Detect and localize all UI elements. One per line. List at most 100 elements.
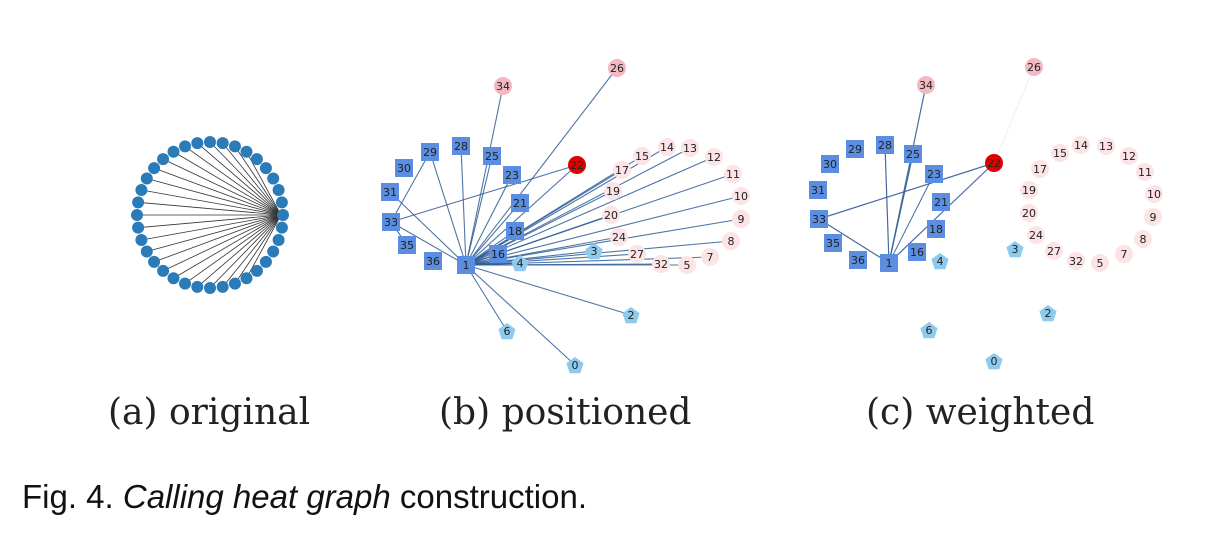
panel-c-node-4: 4 xyxy=(931,253,949,270)
panel-b-node-3: 3 xyxy=(585,243,603,260)
panel-a-node xyxy=(275,221,288,234)
panel-c-node-label: 12 xyxy=(1122,150,1136,163)
panel-b-node-6: 6 xyxy=(498,323,516,340)
panel-b-node-label: 24 xyxy=(612,231,626,244)
panel-a-edge xyxy=(197,214,282,288)
panel-c-node-label: 15 xyxy=(1053,147,1067,160)
panel-b-node-28: 28 xyxy=(452,137,470,155)
panel-c-node-8: 8 xyxy=(1134,230,1152,248)
panel-b-node-label: 3 xyxy=(591,245,598,258)
panel-b-node-label: 30 xyxy=(397,162,411,175)
panel-c-node-label: 23 xyxy=(927,168,941,181)
panel-b-node-label: 22 xyxy=(570,159,584,172)
panel-a-node xyxy=(240,145,253,158)
panel-b-node-label: 34 xyxy=(496,80,510,93)
edge-1-26 xyxy=(465,67,618,266)
panel-b-node-label: 17 xyxy=(615,164,629,177)
panel-b-node-label: 14 xyxy=(660,141,674,154)
panel-a-node xyxy=(167,272,180,285)
panel-c-node-label: 4 xyxy=(937,255,944,268)
panel-b-node-2: 2 xyxy=(622,307,640,324)
panel-a-edge xyxy=(141,214,282,241)
panel-c-node-label: 22 xyxy=(987,157,1001,170)
panel-c-node-16: 16 xyxy=(908,243,926,261)
panel-b-node-label: 28 xyxy=(454,140,468,153)
panel-c-node-14: 14 xyxy=(1072,136,1090,154)
panel-c-node-13: 13 xyxy=(1097,137,1115,155)
panel-a-edge xyxy=(138,201,282,216)
panel-c-node-35: 35 xyxy=(824,234,842,252)
panel-a-edge xyxy=(146,214,282,252)
edge-1-27 xyxy=(465,251,638,266)
panel-b-node-label: 20 xyxy=(604,209,618,222)
panel-b-node-label: 6 xyxy=(504,325,511,338)
panel-b-node-label: 35 xyxy=(400,239,414,252)
panel-b-node-15: 15 xyxy=(633,147,651,165)
panel-c-node-21: 21 xyxy=(932,193,950,211)
subcaption-c: (c) weighted xyxy=(866,392,1095,433)
panel-c-node-label: 24 xyxy=(1029,229,1043,242)
panel-c-node-17: 17 xyxy=(1031,160,1049,178)
panel-c-node-label: 10 xyxy=(1147,188,1161,201)
panel-b-node-25: 25 xyxy=(483,147,501,165)
panel-b-node-label: 31 xyxy=(383,186,397,199)
panel-b-node-0: 0 xyxy=(566,357,584,374)
panel-c-node-22: 22 xyxy=(985,154,1003,172)
edge-1-29 xyxy=(428,151,467,266)
edge-1-6 xyxy=(465,264,508,332)
panel-c-node-20: 20 xyxy=(1020,204,1038,222)
panel-c-node-label: 2 xyxy=(1045,307,1052,320)
panel-a-node xyxy=(228,140,241,153)
panel-b-node-9: 9 xyxy=(732,210,750,228)
panel-b-node-8: 8 xyxy=(722,232,740,250)
edge-33-22 xyxy=(390,163,578,223)
panel-c-node-label: 29 xyxy=(848,143,862,156)
panel-b-node-18: 18 xyxy=(506,222,524,240)
panel-b-node-label: 12 xyxy=(707,151,721,164)
panel-c-node-26: 26 xyxy=(1025,58,1043,76)
panel-a-edge xyxy=(141,189,282,216)
panel-b-node-label: 9 xyxy=(738,213,745,226)
panel-b-node-label: 19 xyxy=(606,185,620,198)
panel-b-node-29: 29 xyxy=(421,143,439,161)
panel-c-node-label: 3 xyxy=(1012,243,1019,256)
panel-b-node-label: 4 xyxy=(517,257,524,270)
panel-a-node xyxy=(267,172,280,185)
panel-a-edge xyxy=(222,142,282,216)
edge-1-22 xyxy=(465,164,578,266)
panel-b-node-label: 26 xyxy=(610,62,624,75)
panel-b-node-label: 11 xyxy=(726,168,740,181)
panel-a-node xyxy=(204,282,216,294)
subcaption-b: (b) positioned xyxy=(439,392,692,433)
panel-c-node-31: 31 xyxy=(809,181,827,199)
panel-c-node-label: 26 xyxy=(1027,61,1041,74)
panel-c-node-23: 23 xyxy=(925,165,943,183)
panel-c-node-label: 20 xyxy=(1022,207,1036,220)
edge-1-25 xyxy=(888,153,914,264)
panel-b-node-label: 36 xyxy=(426,255,440,268)
panel-a-edge xyxy=(173,151,282,216)
panel-c-node-label: 0 xyxy=(991,355,998,368)
panel-a-node xyxy=(216,137,229,150)
panel-c-node-label: 1 xyxy=(886,257,893,270)
panel-b-node-23: 23 xyxy=(503,166,521,184)
panel-a-node xyxy=(275,196,288,209)
panel-b-node-31: 31 xyxy=(381,183,399,201)
panel-a-node xyxy=(179,277,192,290)
panel-b-node-1: 1 xyxy=(457,256,475,274)
panel-c-node-label: 36 xyxy=(851,254,865,267)
panel-a-node xyxy=(132,221,145,234)
edge-1-23 xyxy=(888,173,935,264)
panel-c-node-30: 30 xyxy=(821,155,839,173)
edge-1-7 xyxy=(465,254,711,266)
panel-b-node-14: 14 xyxy=(658,138,676,156)
edge-1-10 xyxy=(465,194,742,266)
panel-a-node xyxy=(131,209,143,221)
panel-a-node xyxy=(148,255,161,268)
panel-c-node-7: 7 xyxy=(1115,245,1133,263)
edge-1-33 xyxy=(390,221,467,266)
panel-a-node xyxy=(157,264,170,277)
panel-c-node-label: 6 xyxy=(926,324,933,337)
